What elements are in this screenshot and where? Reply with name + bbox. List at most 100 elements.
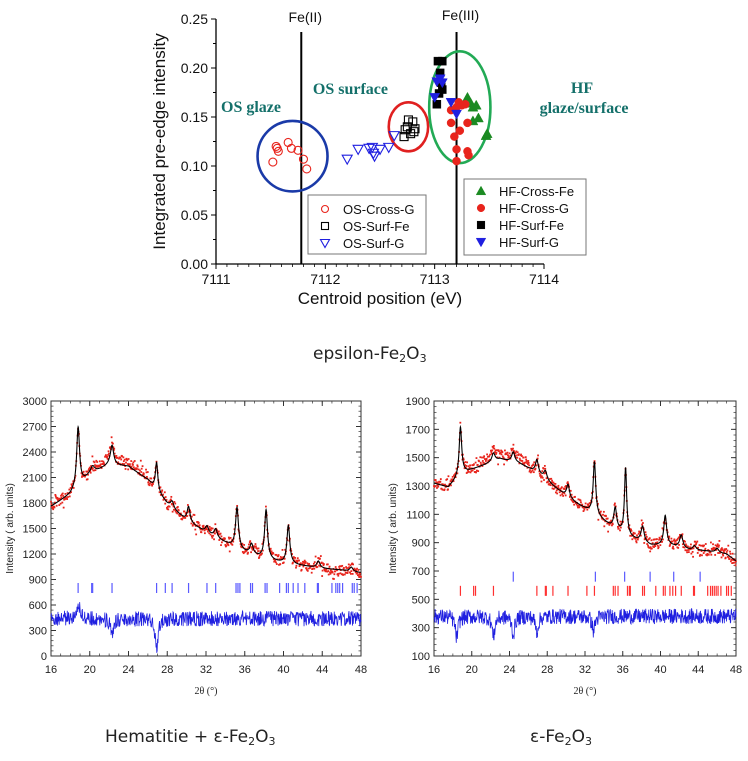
observed-point — [271, 553, 273, 556]
observed-point — [517, 453, 520, 456]
observed-point — [590, 500, 593, 503]
observed-point — [459, 431, 462, 434]
observed-point — [249, 542, 252, 545]
observed-point — [478, 465, 481, 468]
observed-point — [617, 527, 620, 530]
observed-point — [590, 499, 593, 502]
series-os-surf-g — [341, 131, 401, 166]
data-point-hf-cross-g — [450, 132, 459, 141]
observed-point — [66, 492, 69, 495]
observed-point — [134, 468, 137, 471]
observed-point — [358, 576, 361, 578]
x-tick-label: 7113 — [420, 271, 450, 287]
observed-point — [664, 522, 667, 525]
observed-point — [629, 534, 632, 537]
observed-point — [165, 498, 168, 501]
observed-point — [166, 508, 169, 510]
observed-point — [102, 461, 105, 464]
observed-point — [504, 452, 507, 455]
observed-point — [133, 460, 136, 462]
observed-point — [159, 486, 162, 489]
observed-point — [468, 466, 471, 469]
observed-point — [687, 551, 690, 554]
observed-point — [700, 549, 703, 552]
observed-point — [619, 529, 621, 532]
observed-point — [630, 529, 633, 532]
observed-point — [260, 552, 263, 555]
data-point-hf-surf-g — [445, 98, 457, 108]
observed-point — [146, 477, 149, 480]
observed-data-series — [433, 421, 737, 567]
observed-point — [220, 535, 223, 538]
plot-frame — [433, 400, 737, 657]
observed-point — [522, 456, 525, 459]
observed-point — [192, 523, 195, 526]
observed-point — [444, 485, 447, 488]
observed-point — [657, 546, 660, 549]
observed-point — [92, 469, 95, 472]
observed-point — [73, 479, 76, 482]
observed-point — [275, 563, 278, 565]
caption-br-sub1: 2 — [564, 735, 572, 748]
observed-point — [222, 539, 225, 542]
observed-point — [122, 456, 125, 459]
observed-point — [86, 470, 89, 473]
observed-point — [67, 492, 70, 495]
observed-point — [465, 472, 468, 474]
observed-point — [673, 538, 676, 541]
observed-point — [678, 533, 681, 536]
observed-point — [505, 458, 508, 461]
observed-point — [117, 462, 120, 465]
observed-point — [634, 537, 637, 540]
observed-point — [478, 460, 480, 463]
observed-point — [94, 469, 97, 472]
observed-point — [496, 456, 499, 459]
observed-point — [310, 565, 313, 567]
observed-point — [701, 544, 704, 547]
observed-point — [323, 569, 326, 572]
observed-point — [589, 502, 592, 504]
observed-point — [323, 568, 326, 570]
observed-point — [574, 495, 576, 498]
observed-point — [299, 562, 302, 565]
observed-point — [528, 464, 531, 467]
y-tick-label: 900 — [412, 538, 430, 550]
observed-point — [97, 464, 100, 467]
observed-point — [664, 519, 666, 521]
observed-point — [210, 527, 213, 530]
observed-point — [308, 564, 311, 567]
legend-marker-hf-surf-fe — [476, 220, 486, 230]
observed-point — [332, 567, 335, 570]
observed-point — [642, 522, 644, 524]
observed-point — [601, 517, 604, 520]
observed-point — [463, 467, 466, 470]
data-point-hf-cross-fe — [470, 99, 482, 110]
observed-point — [484, 458, 486, 460]
observed-point — [211, 527, 214, 530]
observed-point — [697, 549, 700, 552]
observed-point — [318, 564, 321, 567]
observed-point — [668, 535, 671, 538]
observed-point — [239, 543, 242, 546]
observed-point — [333, 578, 335, 580]
observed-point — [304, 562, 307, 564]
observed-point — [108, 446, 111, 449]
observed-point — [636, 534, 638, 537]
observed-point — [183, 510, 186, 513]
reference-line-label: Fe(III) — [442, 7, 479, 23]
observed-point — [153, 477, 156, 479]
observed-point — [300, 568, 303, 571]
observed-point — [518, 457, 521, 460]
observed-point — [192, 513, 195, 516]
observed-point — [248, 547, 251, 550]
observed-point — [321, 569, 324, 572]
observed-point — [111, 445, 114, 448]
observed-point — [726, 549, 729, 552]
observed-point — [230, 542, 232, 545]
observed-point — [661, 540, 663, 543]
observed-point — [471, 469, 474, 472]
observed-point — [78, 445, 81, 447]
observed-point — [141, 474, 144, 477]
x-tick-label: 24 — [503, 664, 515, 676]
observed-point — [486, 453, 488, 456]
